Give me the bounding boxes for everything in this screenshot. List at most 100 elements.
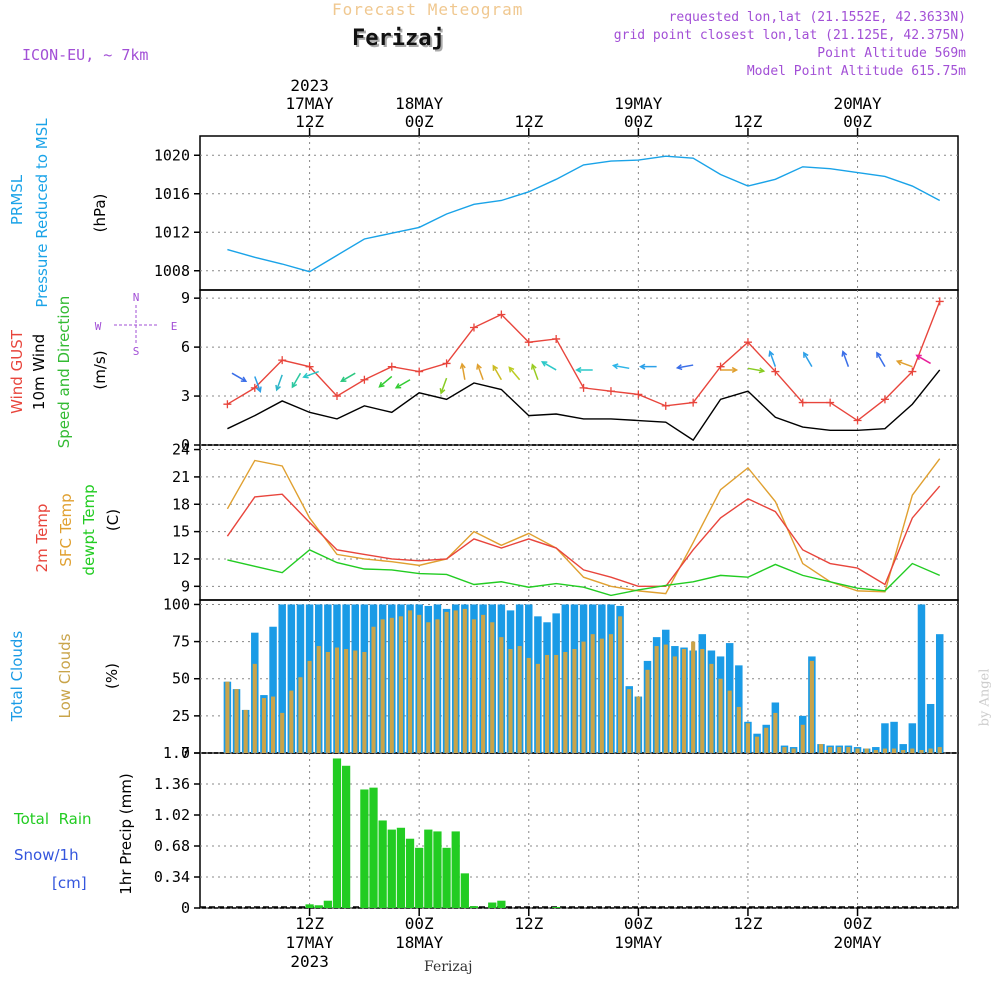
bottom-tick-hour: 00Z (405, 914, 434, 933)
gust-marker (743, 338, 752, 347)
temp-2m-label: 2m Temp (33, 504, 51, 573)
low-cloud-bar (782, 747, 787, 753)
low-cloud-bar (435, 619, 440, 753)
gust-marker (415, 367, 424, 376)
top-tick-hour: 00Z (624, 112, 653, 131)
temp-dewpt-label: dewpt Temp (80, 484, 98, 575)
y-tick-label: 9 (181, 577, 190, 595)
low-cloud-bar (654, 646, 659, 753)
gust-marker (826, 398, 835, 407)
wind-arrow-head (841, 350, 848, 357)
total-cloud-bar (881, 723, 889, 753)
y-tick-label: 1016 (154, 185, 190, 203)
wind-arrow (803, 352, 813, 368)
wind-arrow-head (675, 364, 683, 371)
gust-marker (497, 310, 506, 319)
top-tick-date: 18MAY (395, 94, 444, 113)
gust-marker (661, 401, 670, 410)
low-cloud-bar (910, 748, 915, 753)
wind-arrow (461, 363, 466, 380)
wind-arrow (476, 364, 484, 380)
wind-arrow-head (302, 372, 309, 379)
total-cloud-bar (287, 604, 296, 753)
low-cloud-bar (572, 649, 577, 753)
wind-arrow (541, 361, 557, 371)
low-cloud-bar (252, 663, 257, 753)
low-cloud-bar (727, 690, 732, 753)
low-cloud-bar (563, 651, 568, 753)
top-tick-date: 17MAY (286, 94, 335, 113)
low-cloud-bar (672, 656, 677, 753)
rain-bar (378, 820, 387, 908)
low-cloud-bar (892, 748, 897, 753)
wind-arrow (379, 375, 393, 388)
y-tick-label: 25 (172, 707, 190, 725)
rain-bar (497, 900, 506, 908)
y-tick-label: 1.02 (154, 806, 190, 824)
rain-bar (442, 847, 451, 908)
y-tick-label: 6 (181, 338, 190, 356)
low-cloud-bar (544, 654, 550, 753)
low-cloud-bar (334, 647, 340, 753)
wind-arrow-head (611, 363, 619, 370)
bottom-tick-hour: 00Z (624, 914, 653, 933)
wind-arrow (303, 370, 319, 378)
low-cloud-bar (389, 617, 394, 753)
wind-arrow-head (895, 359, 903, 366)
t2m-line (226, 485, 941, 588)
low-cloud-bar (462, 608, 467, 753)
low-cloud-bar (645, 669, 650, 753)
low-cloud-bar (818, 744, 824, 753)
wind-arrow (492, 365, 503, 381)
y-tick-label: 12 (172, 550, 190, 568)
low-cloud-bar (481, 614, 486, 753)
wind-arrow (842, 351, 850, 367)
low-cloud-bar (700, 649, 705, 753)
gust-marker (305, 362, 314, 371)
precip-axis-label: 1hr Precip (mm) (117, 773, 135, 894)
low-cloud-bar (608, 634, 614, 753)
gust-marker (579, 383, 588, 392)
low-cloud-bar (325, 651, 330, 753)
top-tick-hour: 00Z (843, 112, 872, 131)
y-tick-label: 9 (181, 289, 190, 307)
panel-frame-1 (199, 289, 959, 446)
gust-marker (634, 390, 643, 399)
low-cloud-bar (800, 724, 805, 753)
gust-marker (469, 323, 478, 332)
low-cloud-bar (937, 747, 942, 753)
wind-gust-label: Wind GUST (8, 329, 26, 414)
compass-n: N (133, 291, 140, 304)
top-tick-date: 19MAY (614, 94, 663, 113)
low-cloud-bar (791, 748, 796, 753)
low-cloud-bar (828, 747, 833, 753)
wind-arrow (341, 372, 356, 382)
low-cloud-bar (599, 638, 604, 753)
y-tick-label: 100 (163, 595, 190, 613)
rain-bar (552, 907, 561, 908)
low-cloud-bar (581, 641, 586, 753)
total-cloud-bar (890, 721, 898, 753)
rain-bar (488, 902, 497, 908)
wind-10m-label: 10m Wind (30, 334, 48, 410)
y-tick-label: 0 (181, 436, 190, 454)
wind-arrow-head (459, 362, 466, 369)
low-cloud-bar (901, 750, 906, 753)
bottom-tick-hour: 00Z (843, 914, 872, 933)
low-cloud-bar (271, 696, 276, 753)
total-cloud-bar (908, 723, 917, 753)
cloud-low-label: Low Clouds (56, 633, 74, 718)
wind-unit-label: (m/s) (91, 350, 109, 389)
low-cloud-bar (745, 723, 751, 753)
low-cloud-bar (755, 736, 760, 753)
top-year: 2023 (290, 76, 329, 95)
rain-bar (451, 831, 460, 908)
wind-arrow-head (340, 376, 347, 382)
low-cloud-bar (627, 689, 632, 753)
low-cloud-bar (855, 748, 860, 753)
low-cloud-bar (444, 611, 449, 753)
low-cloud-bar (764, 727, 769, 753)
wind-arrow (276, 374, 283, 391)
rain-bar (342, 765, 351, 908)
